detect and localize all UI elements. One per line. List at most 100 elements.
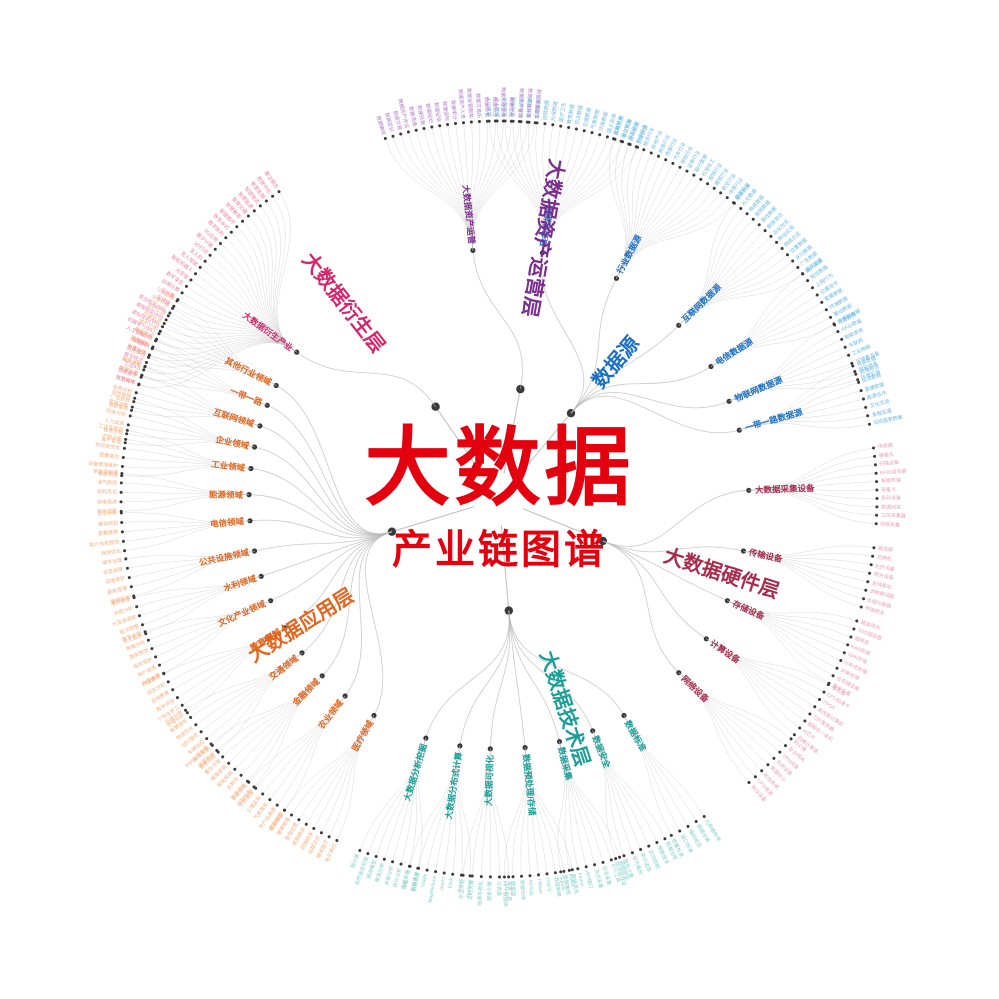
tree-node[interactable]: [851, 364, 855, 368]
tree-node[interactable]: [859, 389, 863, 393]
tree-node[interactable]: [123, 441, 127, 445]
tree-node[interactable]: [454, 122, 457, 125]
tree-node[interactable]: [657, 154, 660, 158]
tree-node[interactable]: [233, 767, 237, 771]
tree-node[interactable]: [811, 286, 814, 290]
tree-node[interactable]: [261, 792, 265, 796]
tree-node[interactable]: [137, 383, 141, 387]
tree-node[interactable]: [796, 266, 800, 269]
tree-node[interactable]: [732, 201, 736, 205]
tree-node[interactable]: [150, 346, 154, 350]
tree-node[interactable]: [407, 864, 411, 868]
tree-node[interactable]: [757, 223, 761, 227]
tree-node[interactable]: [775, 240, 779, 244]
tree-node[interactable]: [533, 121, 537, 125]
tree-node[interactable]: [162, 671, 166, 675]
tree-node[interactable]: [605, 135, 609, 139]
tree-node[interactable]: [134, 391, 138, 395]
tree-node[interactable]: [874, 522, 878, 526]
tree-node[interactable]: [706, 182, 709, 186]
tree-node[interactable]: [864, 588, 868, 592]
sub-label-application-9[interactable]: 能源领域: [208, 488, 244, 500]
tree-node[interactable]: [168, 311, 172, 315]
tree-node[interactable]: [663, 837, 667, 841]
tree-node[interactable]: [297, 818, 301, 822]
tree-node[interactable]: [803, 719, 807, 723]
tree-node[interactable]: [551, 123, 555, 127]
tree-node[interactable]: [862, 597, 866, 601]
tree-node[interactable]: [520, 874, 523, 878]
tree-node[interactable]: [451, 872, 455, 876]
tree-node[interactable]: [189, 278, 193, 282]
tree-node[interactable]: [172, 304, 176, 308]
tree-node[interactable]: [477, 120, 481, 123]
tree-node[interactable]: [430, 125, 434, 129]
tree-node[interactable]: [831, 674, 835, 678]
tree-node[interactable]: [590, 131, 594, 135]
tree-node[interactable]: [132, 594, 136, 598]
leaf-label-application-9-1[interactable]: 用电预测: [96, 499, 118, 506]
tree-node[interactable]: [162, 322, 166, 325]
tree-node[interactable]: [290, 813, 293, 817]
tree-node[interactable]: [154, 655, 158, 659]
tree-node[interactable]: [501, 119, 505, 123]
tree-node[interactable]: [422, 127, 426, 130]
tree-node[interactable]: [268, 798, 272, 802]
tree-node[interactable]: [124, 557, 128, 561]
tree-node[interactable]: [239, 773, 243, 777]
tree-node[interactable]: [124, 437, 128, 441]
tree-node[interactable]: [125, 428, 129, 432]
tree-node[interactable]: [850, 361, 854, 365]
tree-node[interactable]: [119, 509, 123, 513]
tree-node[interactable]: [216, 750, 220, 754]
tree-node[interactable]: [826, 683, 830, 687]
tree-node[interactable]: [399, 132, 403, 136]
tree-node[interactable]: [647, 844, 651, 848]
tree-node[interactable]: [416, 866, 420, 870]
tree-node[interactable]: [545, 872, 549, 876]
tree-node[interactable]: [872, 446, 875, 450]
tree-node[interactable]: [277, 190, 281, 194]
leaf-label-hardware-0-5[interactable]: 采集卡: [880, 487, 896, 494]
tree-node[interactable]: [127, 576, 131, 580]
tree-node[interactable]: [669, 833, 673, 837]
tree-node[interactable]: [164, 318, 168, 322]
tree-node[interactable]: [792, 733, 796, 737]
tree-node[interactable]: [189, 716, 193, 719]
tree-node[interactable]: [120, 474, 124, 478]
tree-node[interactable]: [562, 869, 566, 873]
tree-node[interactable]: [442, 871, 446, 875]
tree-node[interactable]: [119, 490, 123, 494]
tree-node[interactable]: [751, 217, 755, 221]
tree-node[interactable]: [459, 873, 463, 877]
tree-node[interactable]: [543, 122, 547, 126]
tree-node[interactable]: [221, 755, 225, 759]
leaf-label-technology-4-3[interactable]: 地理可视化: [477, 880, 485, 906]
tree-node[interactable]: [525, 120, 529, 124]
tree-node[interactable]: [864, 405, 868, 409]
leaf-label-hardware-0-9[interactable]: 视频采集: [879, 521, 901, 529]
tree-node[interactable]: [627, 142, 631, 146]
tree-node[interactable]: [511, 875, 515, 879]
tree-node[interactable]: [829, 315, 832, 319]
tree-node[interactable]: [218, 242, 222, 245]
tree-node[interactable]: [818, 698, 821, 701]
tree-node[interactable]: [847, 353, 851, 357]
tree-node[interactable]: [753, 775, 757, 779]
tree-node[interactable]: [479, 875, 483, 879]
leaf-label-hardware-0-4[interactable]: 智能终端: [880, 477, 901, 485]
tree-node[interactable]: [869, 563, 873, 567]
tree-node[interactable]: [224, 236, 228, 240]
tree-node[interactable]: [622, 854, 626, 858]
tree-node[interactable]: [763, 229, 767, 233]
tree-node[interactable]: [258, 204, 262, 208]
tree-node[interactable]: [712, 186, 716, 190]
tree-node[interactable]: [488, 875, 492, 879]
sub-label-technology-4[interactable]: 大数据可视化: [483, 754, 496, 807]
tree-node[interactable]: [846, 643, 850, 647]
tree-node[interactable]: [498, 875, 501, 879]
tree-node[interactable]: [139, 375, 143, 379]
tree-node[interactable]: [382, 857, 386, 861]
tree-node[interactable]: [198, 265, 202, 269]
tree-node[interactable]: [125, 432, 129, 436]
